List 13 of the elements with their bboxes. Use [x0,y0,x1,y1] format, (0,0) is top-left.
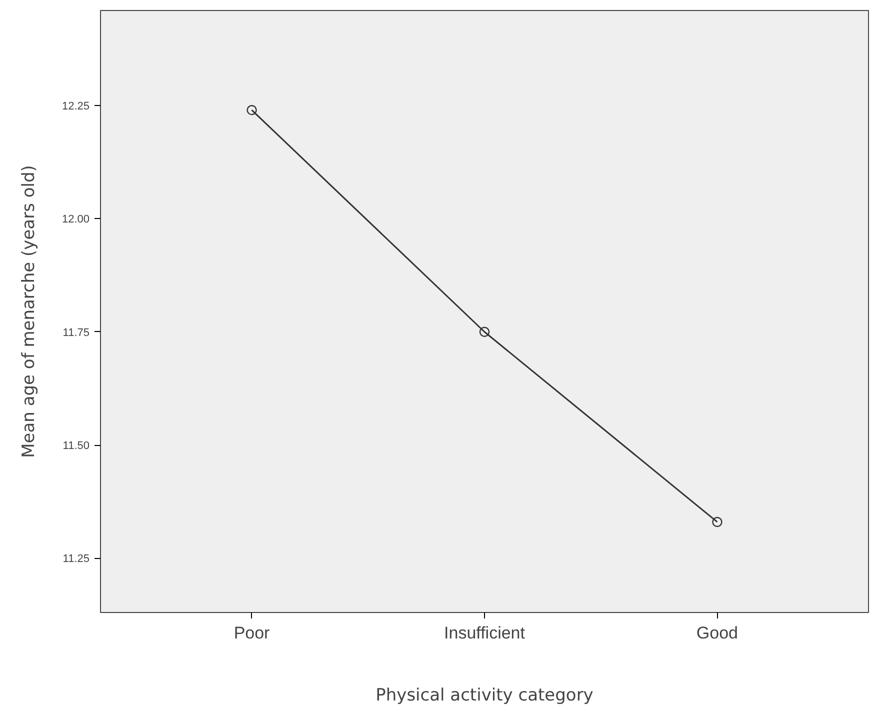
x-tick-label: Good [696,624,738,642]
point [246,104,257,116]
x-tick-label: Insufficient [444,624,526,642]
y-tick-label: 12.00 [62,214,90,226]
x-axis-title: Physical activity category [376,686,594,706]
y-tick-label: 11.50 [62,440,90,452]
y-tick-label: 11.75 [62,326,90,339]
y-axis-title: Mean age of menarche (years old) [18,165,39,458]
point [712,516,722,528]
x-tick-label: Poor [234,624,270,642]
y-tick-label: 12.25 [62,100,90,113]
y-tick-label: 11.25 [62,553,90,566]
point [479,326,490,337]
